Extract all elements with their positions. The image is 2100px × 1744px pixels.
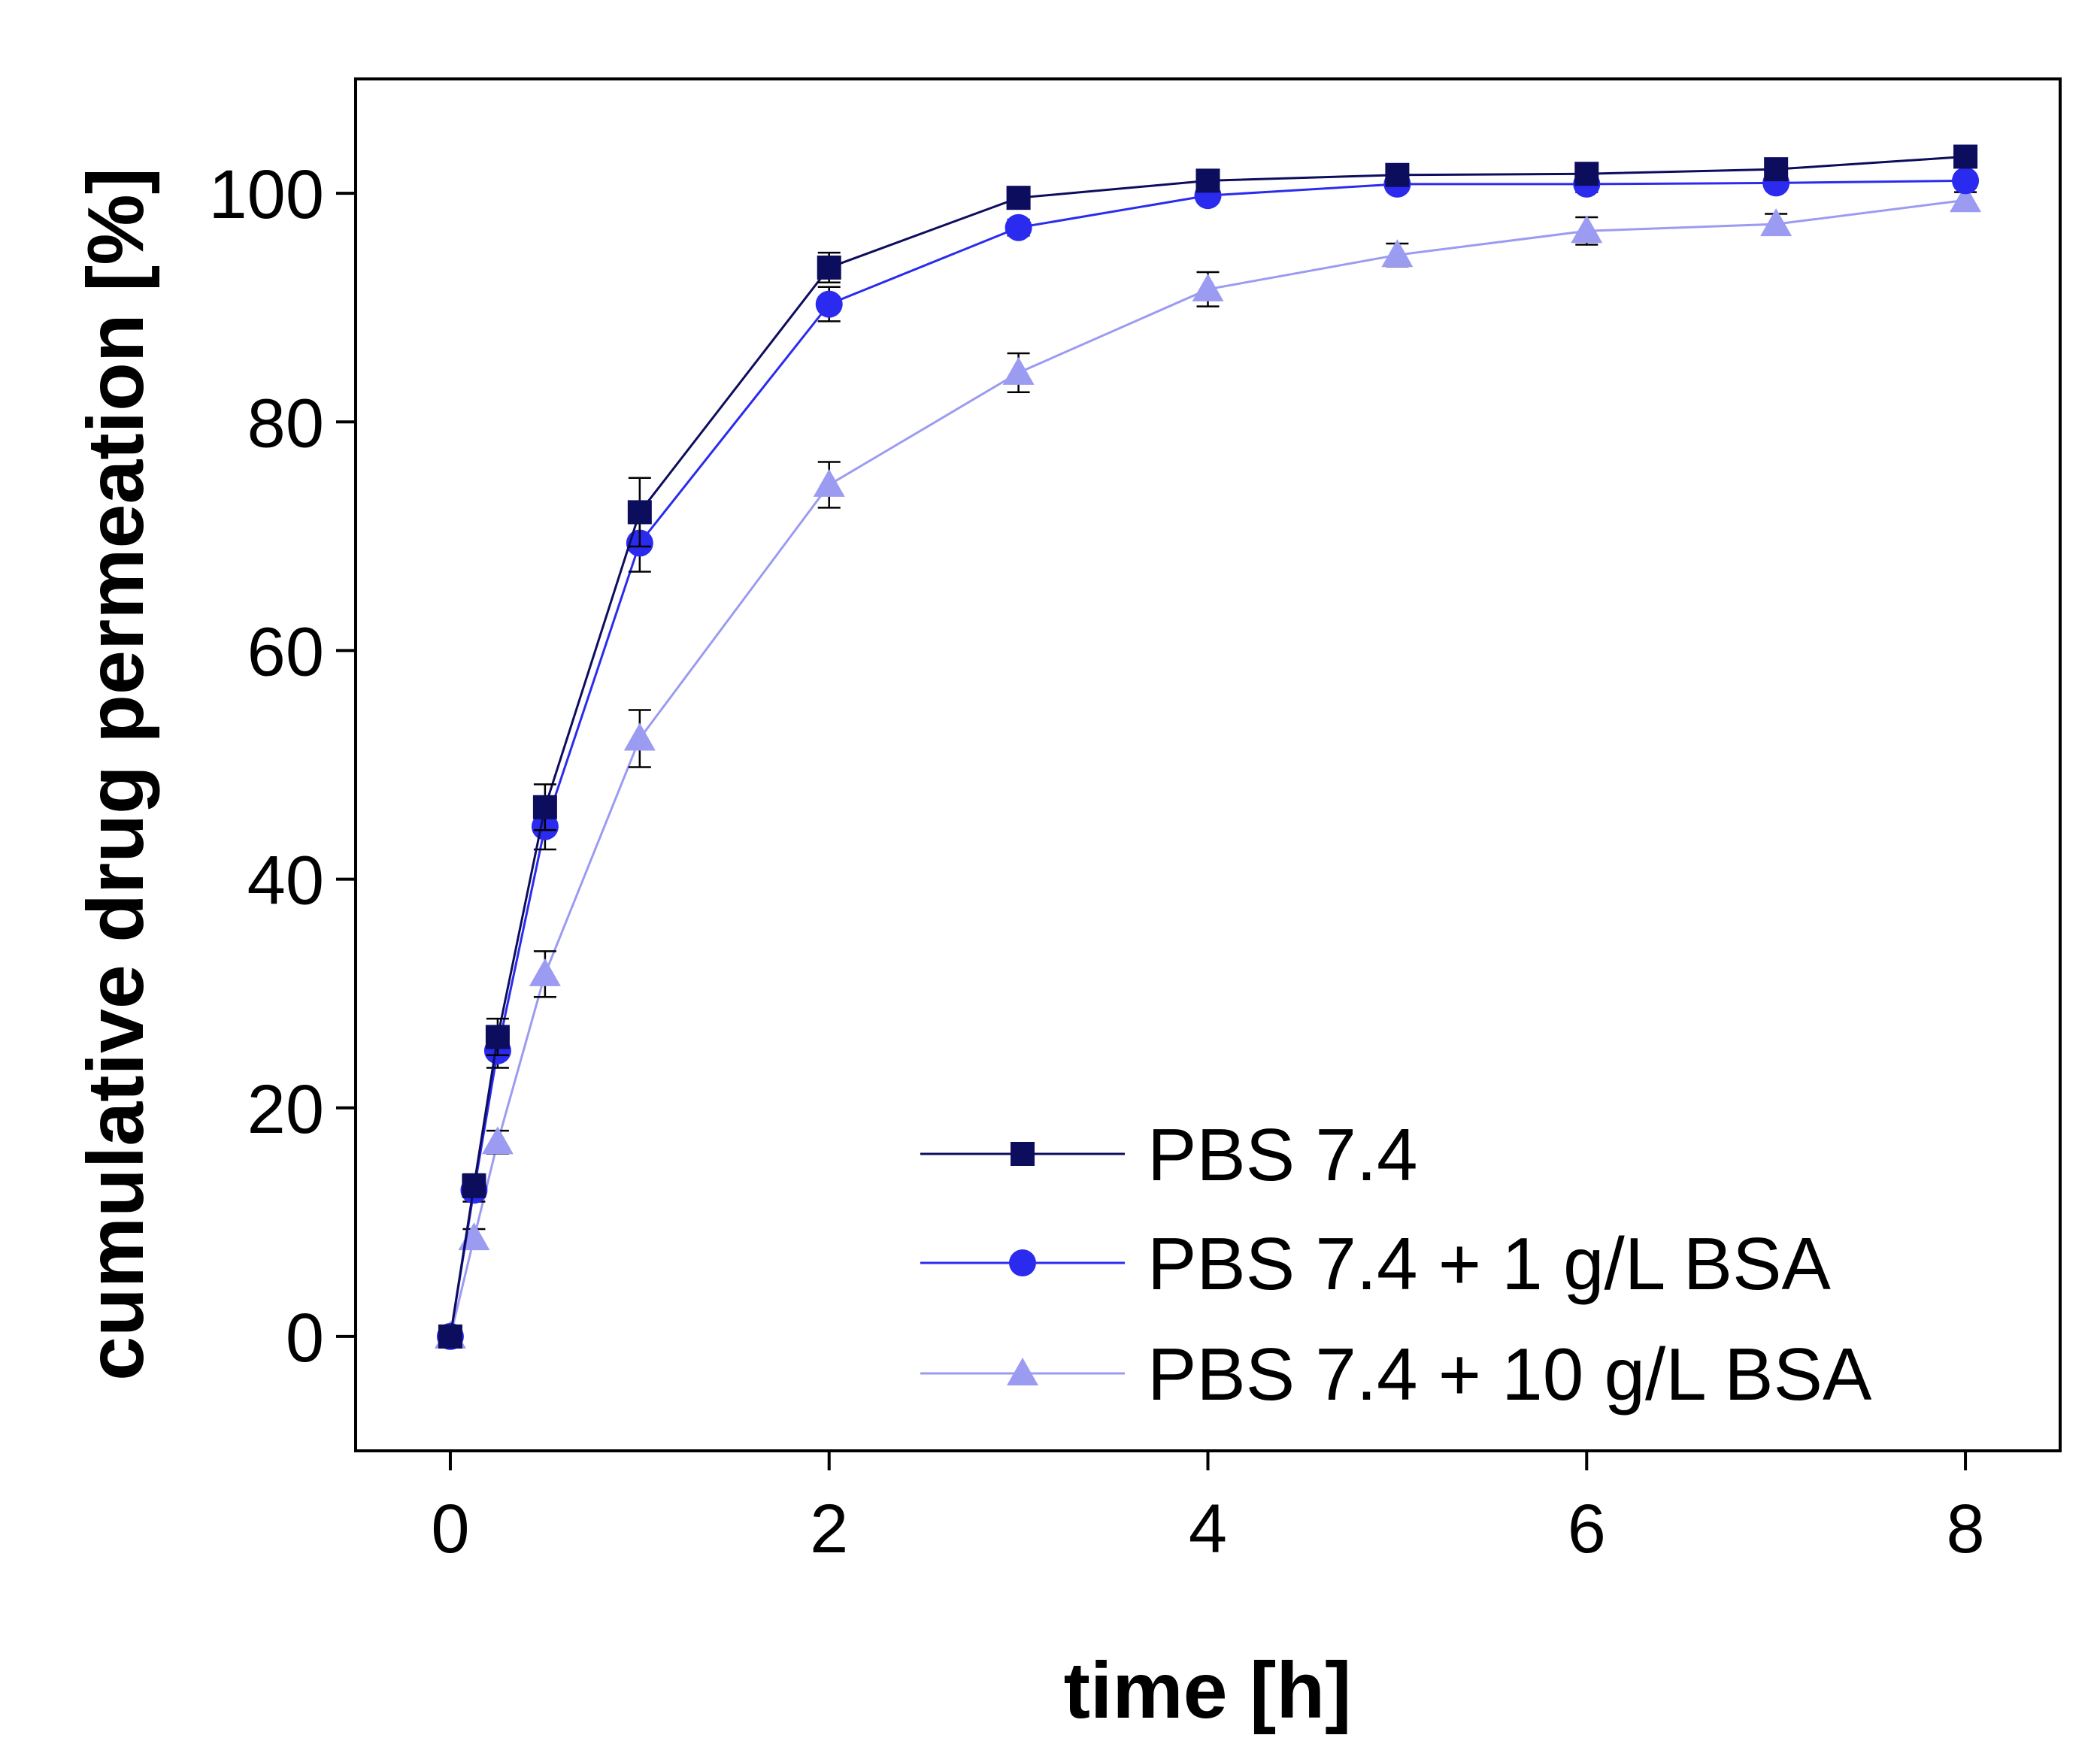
series-3 [434, 184, 1982, 1349]
x-axis-title: time [h] [1064, 1646, 1352, 1735]
series-line [449, 155, 1966, 1337]
data-point [623, 722, 656, 751]
legend-item-2: PBS 7.4 + 1 g/L BSA [920, 1222, 1832, 1305]
y-tick-label: 60 [247, 613, 324, 690]
legend-label: PBS 7.4 [1147, 1113, 1418, 1196]
y-tick-label: 80 [247, 385, 324, 462]
series-line [449, 179, 1966, 1337]
data-point [1574, 162, 1599, 186]
data-point [481, 1126, 514, 1155]
legend: PBS 7.4 PBS 7.4 + 1 g/L BSA PBS 7.4 + 10 g… [920, 1113, 1872, 1415]
series-1 [438, 144, 1978, 1349]
data-point [485, 1025, 510, 1049]
legend-label: PBS 7.4 + 10 g/L BSA [1147, 1333, 1872, 1415]
data-point [532, 795, 557, 819]
data-point [462, 1173, 486, 1198]
data-point [1764, 157, 1789, 182]
data-point [438, 1324, 462, 1349]
data-point [1002, 356, 1035, 385]
data-point [817, 255, 841, 280]
data-point [1005, 213, 1032, 241]
data-point [1952, 167, 1980, 195]
legend-label: PBS 7.4 + 1 g/L BSA [1147, 1222, 1832, 1305]
y-axis-title: cumulative drug permeation [%] [71, 168, 160, 1381]
legend-marker [1009, 1249, 1036, 1276]
data-point [1760, 208, 1792, 237]
y-tick-label: 0 [286, 1300, 324, 1376]
x-tick-label: 4 [1189, 1491, 1227, 1567]
y-axis: 0 20 40 60 80 100 [209, 156, 356, 1376]
data-point [1381, 239, 1414, 268]
data-point [815, 290, 843, 318]
data-point [1950, 184, 1982, 213]
x-tick-label: 6 [1568, 1491, 1606, 1567]
data-point [1195, 168, 1220, 193]
legend-item-1: PBS 7.4 [920, 1113, 1418, 1196]
data-point [1385, 162, 1410, 187]
data-point [1953, 144, 1978, 169]
x-axis: 0 2 4 6 8 [431, 1451, 1985, 1567]
y-tick-label: 40 [247, 843, 324, 919]
x-tick-label: 8 [1946, 1491, 1984, 1567]
data-point [529, 958, 561, 986]
x-tick-label: 0 [431, 1491, 469, 1567]
data-point [1571, 215, 1603, 244]
data-point [1006, 186, 1031, 210]
data-point [627, 500, 652, 525]
series-line [449, 198, 1966, 1337]
y-tick-label: 20 [247, 1071, 324, 1148]
legend-marker [1007, 1358, 1038, 1385]
data-point [458, 1222, 490, 1251]
x-tick-label: 2 [810, 1491, 848, 1567]
legend-marker [1011, 1142, 1035, 1166]
data-point [1192, 273, 1224, 301]
series-layer [434, 144, 1982, 1350]
legend-item-3: PBS 7.4 + 10 g/L BSA [920, 1333, 1872, 1415]
y-tick-label: 100 [209, 156, 325, 233]
data-point [813, 468, 845, 497]
